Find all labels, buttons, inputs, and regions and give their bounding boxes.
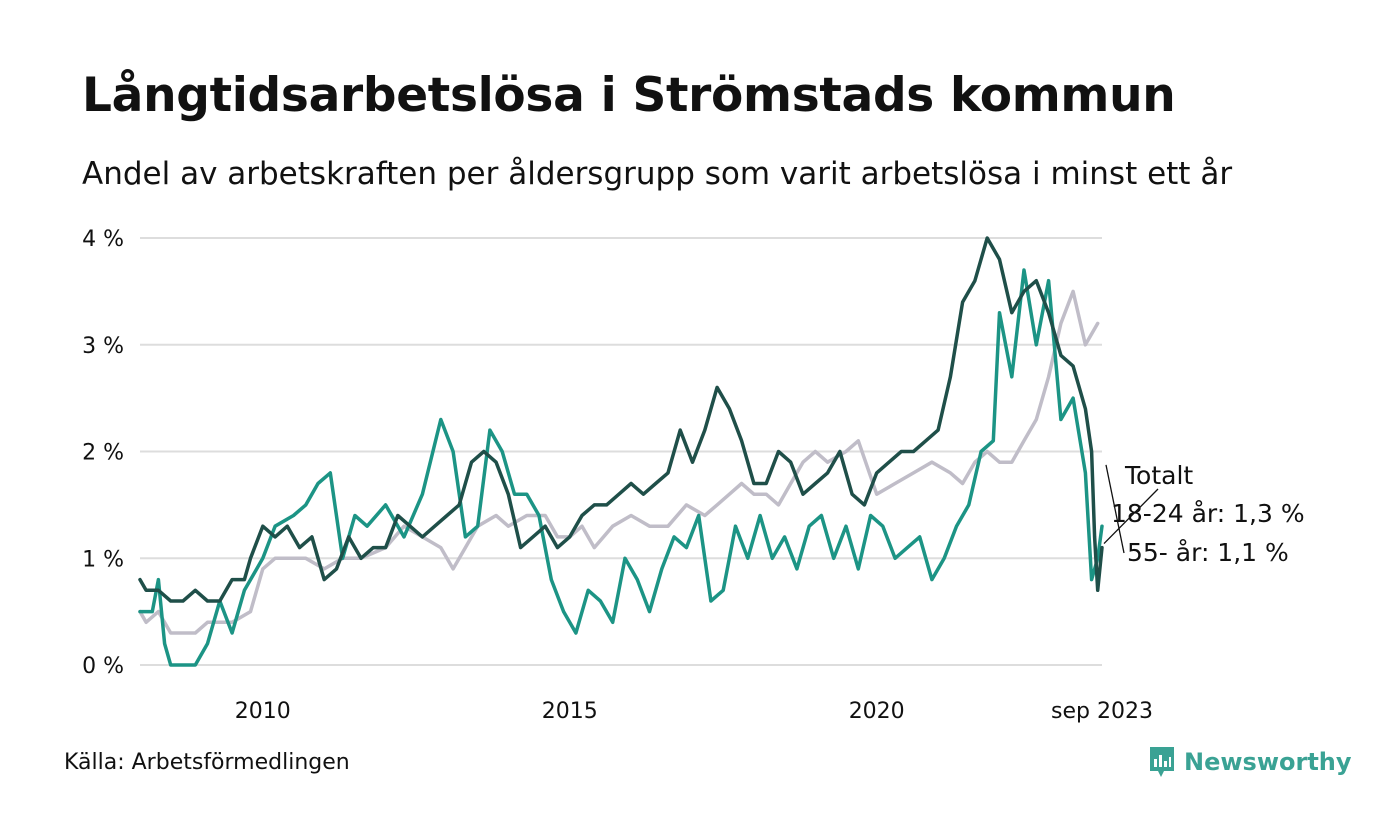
brand-name: Newsworthy — [1184, 748, 1352, 776]
x-tick-label-2015: 2015 — [542, 699, 598, 724]
x-tick-label-sep-2023: sep 2023 — [1051, 699, 1153, 724]
chart-title: Långtidsarbetslösa i Strömstads kommun — [82, 68, 1176, 123]
y-tick-label-0: 0 % — [82, 654, 124, 679]
series-line-age_18_24 — [138, 268, 1104, 667]
leader-line-age_55 — [1105, 464, 1125, 554]
series-label-age_18_24: 18-24 år: 1,3 % — [1111, 499, 1305, 528]
series-lines — [138, 236, 1104, 667]
series-label-totalt: Totalt — [1124, 461, 1193, 490]
y-tick-label-2: 2 % — [82, 441, 124, 466]
y-tick-label-4: 4 % — [82, 227, 124, 252]
leader-line-totalt — [1103, 488, 1159, 545]
y-tick-label-1: 1 % — [82, 547, 124, 572]
grid-lines — [140, 237, 1102, 666]
series-line-age_55 — [138, 289, 1100, 635]
chart-subtitle: Andel av arbetskraften per åldersgrupp s… — [82, 156, 1233, 192]
x-tick-label-2020: 2020 — [849, 699, 905, 724]
series-label-age_55: 55- år: 1,1 % — [1127, 538, 1289, 567]
source-note: Källa: Arbetsförmedlingen — [64, 750, 350, 775]
x-tick-label-2010: 2010 — [235, 699, 291, 724]
brand-logo[interactable]: Newsworthy — [1148, 744, 1352, 780]
y-tick-label-3: 3 % — [82, 334, 124, 359]
line-chart: 0 % 1 % 2 % 3 % 4 % 2010 2015 2020 sep 2023 Tot… — [82, 227, 1305, 724]
series-labels: Totalt 18-24 år: 1,3 % 55- år: 1,1 % — [1103, 461, 1305, 567]
series-line-totalt — [138, 236, 1104, 603]
newsworthy-icon — [1150, 747, 1174, 777]
x-axis: 2010 2015 2020 sep 2023 — [235, 699, 1153, 724]
y-axis: 0 % 1 % 2 % 3 % 4 % — [82, 227, 124, 679]
